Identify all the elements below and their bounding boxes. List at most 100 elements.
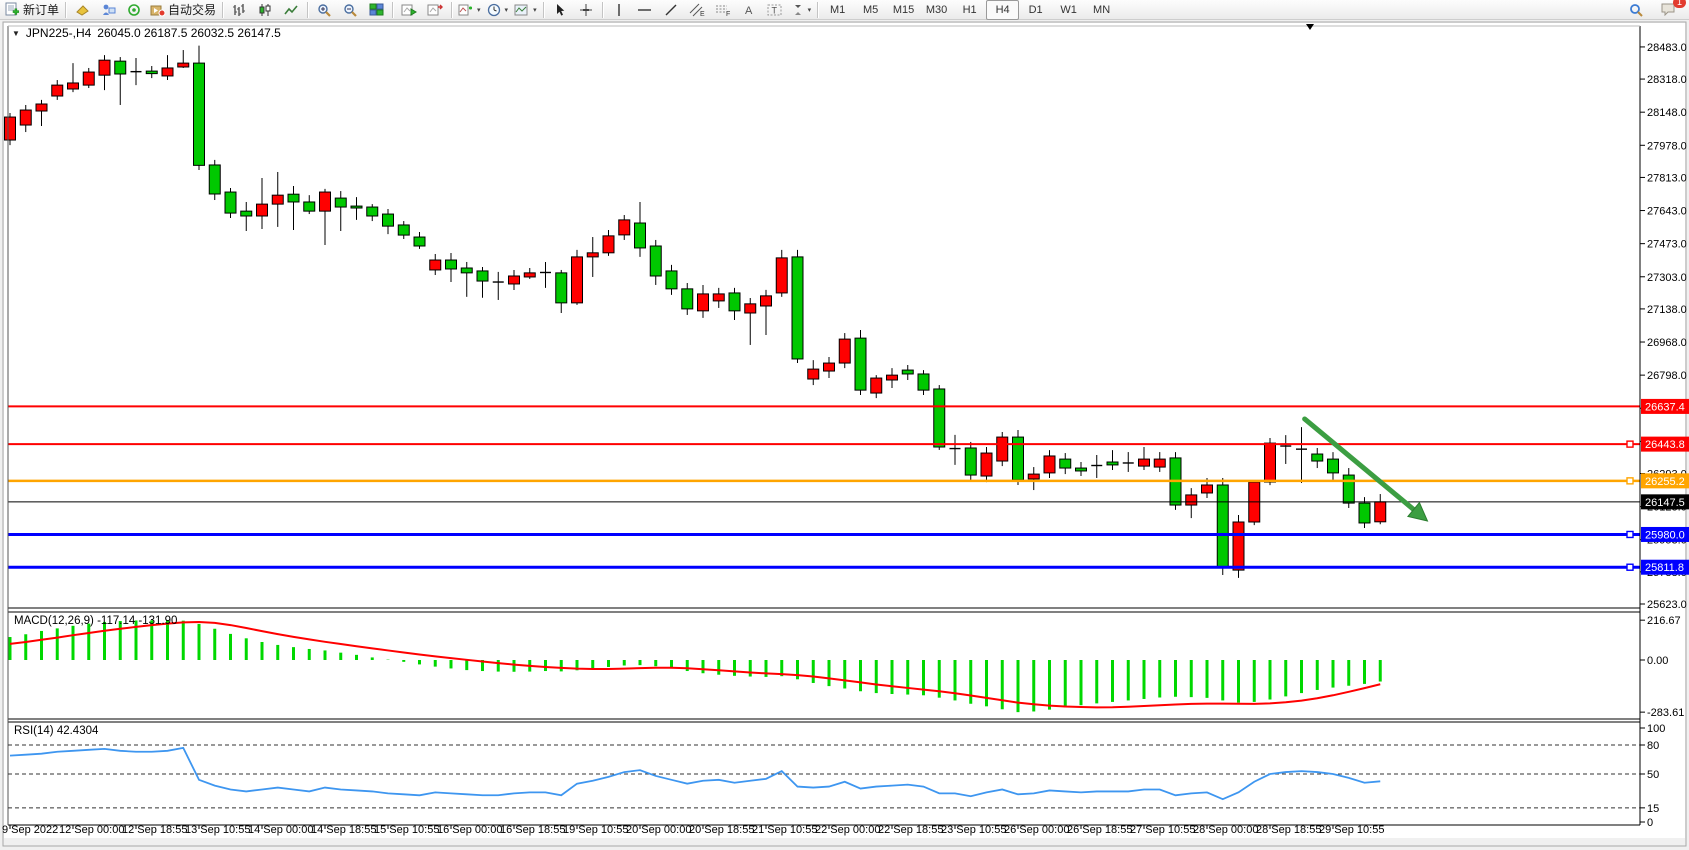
tf-h1-button[interactable]: H1	[962, 3, 977, 16]
price-line-label: 26443.8	[1641, 436, 1689, 452]
price-line-label: 26255.2	[1641, 473, 1689, 489]
price-line-label: 26147.5	[1641, 494, 1689, 510]
toolbar-right: 1	[1623, 0, 1686, 20]
svg-text:21 Sep 10:55: 21 Sep 10:55	[752, 824, 817, 836]
trend-arrow-annotation[interactable]	[1302, 416, 1429, 522]
toolbar: 新订单 自动交易 ▾ ▾ ▾ E F A T ▾ M1 M5 M15 M30 H1 H4 D1 W1 MN 1	[0, 0, 1689, 20]
trendline-icon[interactable]	[658, 0, 684, 20]
hline-handle[interactable]	[1626, 440, 1634, 448]
tf-m1-button[interactable]: M1	[829, 3, 846, 16]
timeframe-toolbar: M1 M5 M15 M30 H1 H4 D1 W1 MN	[821, 0, 1118, 20]
svg-text:28318.0: 28318.0	[1647, 74, 1687, 86]
symbol-period-text: JPN225-,H4	[25, 26, 92, 40]
tile-windows-icon[interactable]	[363, 0, 389, 20]
templates-icon[interactable]: ▾	[511, 0, 540, 20]
svg-text:216.67: 216.67	[1647, 615, 1681, 627]
svg-text:28 Sep 18:55: 28 Sep 18:55	[1256, 824, 1321, 836]
rsi-indicator-label: RSI(14) 42.4304	[14, 725, 99, 737]
chart-shift-icon[interactable]	[422, 0, 448, 20]
toolbar-separator	[392, 1, 394, 18]
notifications-icon[interactable]: 1	[1655, 0, 1686, 20]
toolbar-separator	[451, 1, 453, 18]
auto-trading-icon[interactable]: 自动交易	[147, 0, 219, 20]
price-line-label: 25811.8	[1641, 559, 1689, 575]
svg-text:26 Sep 00:00: 26 Sep 00:00	[1004, 824, 1069, 836]
crosshair-icon[interactable]	[573, 0, 599, 20]
toolbar-separator	[817, 1, 819, 18]
chart-symbol-label[interactable]: ▼ JPN225-,H4 26045.0 26187.5 26032.5 261…	[12, 26, 281, 40]
tf-m5-button[interactable]: M5	[862, 3, 879, 16]
search-icon[interactable]	[1623, 0, 1649, 20]
toolbar-separator	[222, 1, 224, 18]
svg-text:25980.0: 25980.0	[1645, 529, 1685, 541]
svg-text:80: 80	[1647, 740, 1659, 752]
svg-text:25623.0: 25623.0	[1647, 599, 1687, 611]
new-order-icon-label: 新订单	[23, 3, 60, 17]
fibonacci-icon[interactable]: F	[710, 0, 736, 20]
svg-text:28483.0: 28483.0	[1647, 42, 1687, 54]
chevron-down-icon: ▾	[504, 6, 509, 14]
line-chart-icon[interactable]	[278, 0, 304, 20]
tf-m30-button[interactable]: M30	[925, 3, 948, 16]
svg-text:20 Sep 18:55: 20 Sep 18:55	[689, 824, 754, 836]
indicators-icon[interactable]: ▾	[455, 0, 484, 20]
svg-text:26637.4: 26637.4	[1645, 401, 1685, 413]
svg-text:F: F	[726, 11, 730, 17]
svg-text:12 Sep 00:00: 12 Sep 00:00	[59, 824, 124, 836]
chevron-down-icon: ▾	[533, 6, 537, 14]
svg-text:26147.5: 26147.5	[1645, 497, 1685, 509]
cursor-icon[interactable]	[547, 0, 573, 20]
svg-text:0: 0	[1647, 817, 1653, 829]
zoom-in-icon[interactable]	[311, 0, 337, 20]
tf-w1-button[interactable]: W1	[1060, 3, 1077, 16]
svg-text:16 Sep 18:55: 16 Sep 18:55	[500, 824, 565, 836]
bar-chart-icon[interactable]	[226, 0, 252, 20]
hline-handle[interactable]	[1626, 530, 1634, 539]
tf-mn-button[interactable]: MN	[1093, 3, 1111, 16]
toolbar-separator	[307, 1, 309, 18]
symbol-dropdown-icon[interactable]: ▼	[12, 28, 20, 38]
tf-h4-button[interactable]: H4	[986, 0, 1020, 20]
symbol-ohlc-text: 26045.0 26187.5 26032.5 26147.5	[97, 26, 281, 40]
candlestick-chart-icon[interactable]	[252, 0, 278, 20]
svg-text:T: T	[771, 5, 777, 15]
zoom-out-icon[interactable]	[337, 0, 363, 20]
svg-text:15 Sep 10:55: 15 Sep 10:55	[374, 824, 439, 836]
svg-text:26968.0: 26968.0	[1647, 337, 1687, 349]
svg-text:19 Sep 10:55: 19 Sep 10:55	[563, 824, 628, 836]
svg-text:22 Sep 18:55: 22 Sep 18:55	[878, 824, 943, 836]
new-order-icon[interactable]: 新订单	[2, 0, 62, 20]
tf-d1-button[interactable]: D1	[1028, 3, 1043, 16]
chart-shift-marker[interactable]	[1306, 24, 1314, 30]
svg-text:29 Sep 10:55: 29 Sep 10:55	[1319, 824, 1384, 836]
svg-text:20 Sep 00:00: 20 Sep 00:00	[626, 824, 691, 836]
toolbar-buttons: 新订单 自动交易 ▾ ▾ ▾ E F A T ▾	[2, 0, 821, 20]
auto-scroll-icon[interactable]	[396, 0, 422, 20]
toolbar-separator	[542, 1, 544, 18]
price-line-label: 26637.4	[1641, 398, 1689, 414]
svg-text:A: A	[745, 5, 753, 17]
profile-icon[interactable]	[69, 0, 95, 20]
vertical-line-icon[interactable]	[606, 0, 632, 20]
metaeditor-icon[interactable]	[95, 0, 121, 20]
arrows-icon[interactable]: ▾	[788, 0, 815, 20]
market-watch-icon[interactable]	[121, 0, 147, 20]
hline-handle[interactable]	[1626, 563, 1634, 571]
svg-text:26 Sep 18:55: 26 Sep 18:55	[1067, 824, 1132, 836]
rsi-panel[interactable]: 100 80 50 15 0	[8, 723, 1665, 829]
text-label-icon[interactable]: T	[762, 0, 788, 20]
tf-m15-button[interactable]: M15	[892, 3, 915, 16]
svg-text:0.00: 0.00	[1647, 655, 1668, 667]
svg-text:28 Sep 00:00: 28 Sep 00:00	[1193, 824, 1258, 836]
svg-text:28148.0: 28148.0	[1647, 107, 1687, 119]
text-icon[interactable]: A	[736, 0, 762, 20]
equidistant-channel-icon[interactable]: E	[684, 0, 710, 20]
periods-icon[interactable]: ▾	[484, 0, 512, 20]
horizontal-line-icon[interactable]	[632, 0, 658, 20]
hline-handle[interactable]	[1626, 477, 1634, 485]
chevron-down-icon: ▾	[477, 6, 481, 14]
macd-panel[interactable]: 216.67 0.00 -283.61	[8, 615, 1684, 719]
